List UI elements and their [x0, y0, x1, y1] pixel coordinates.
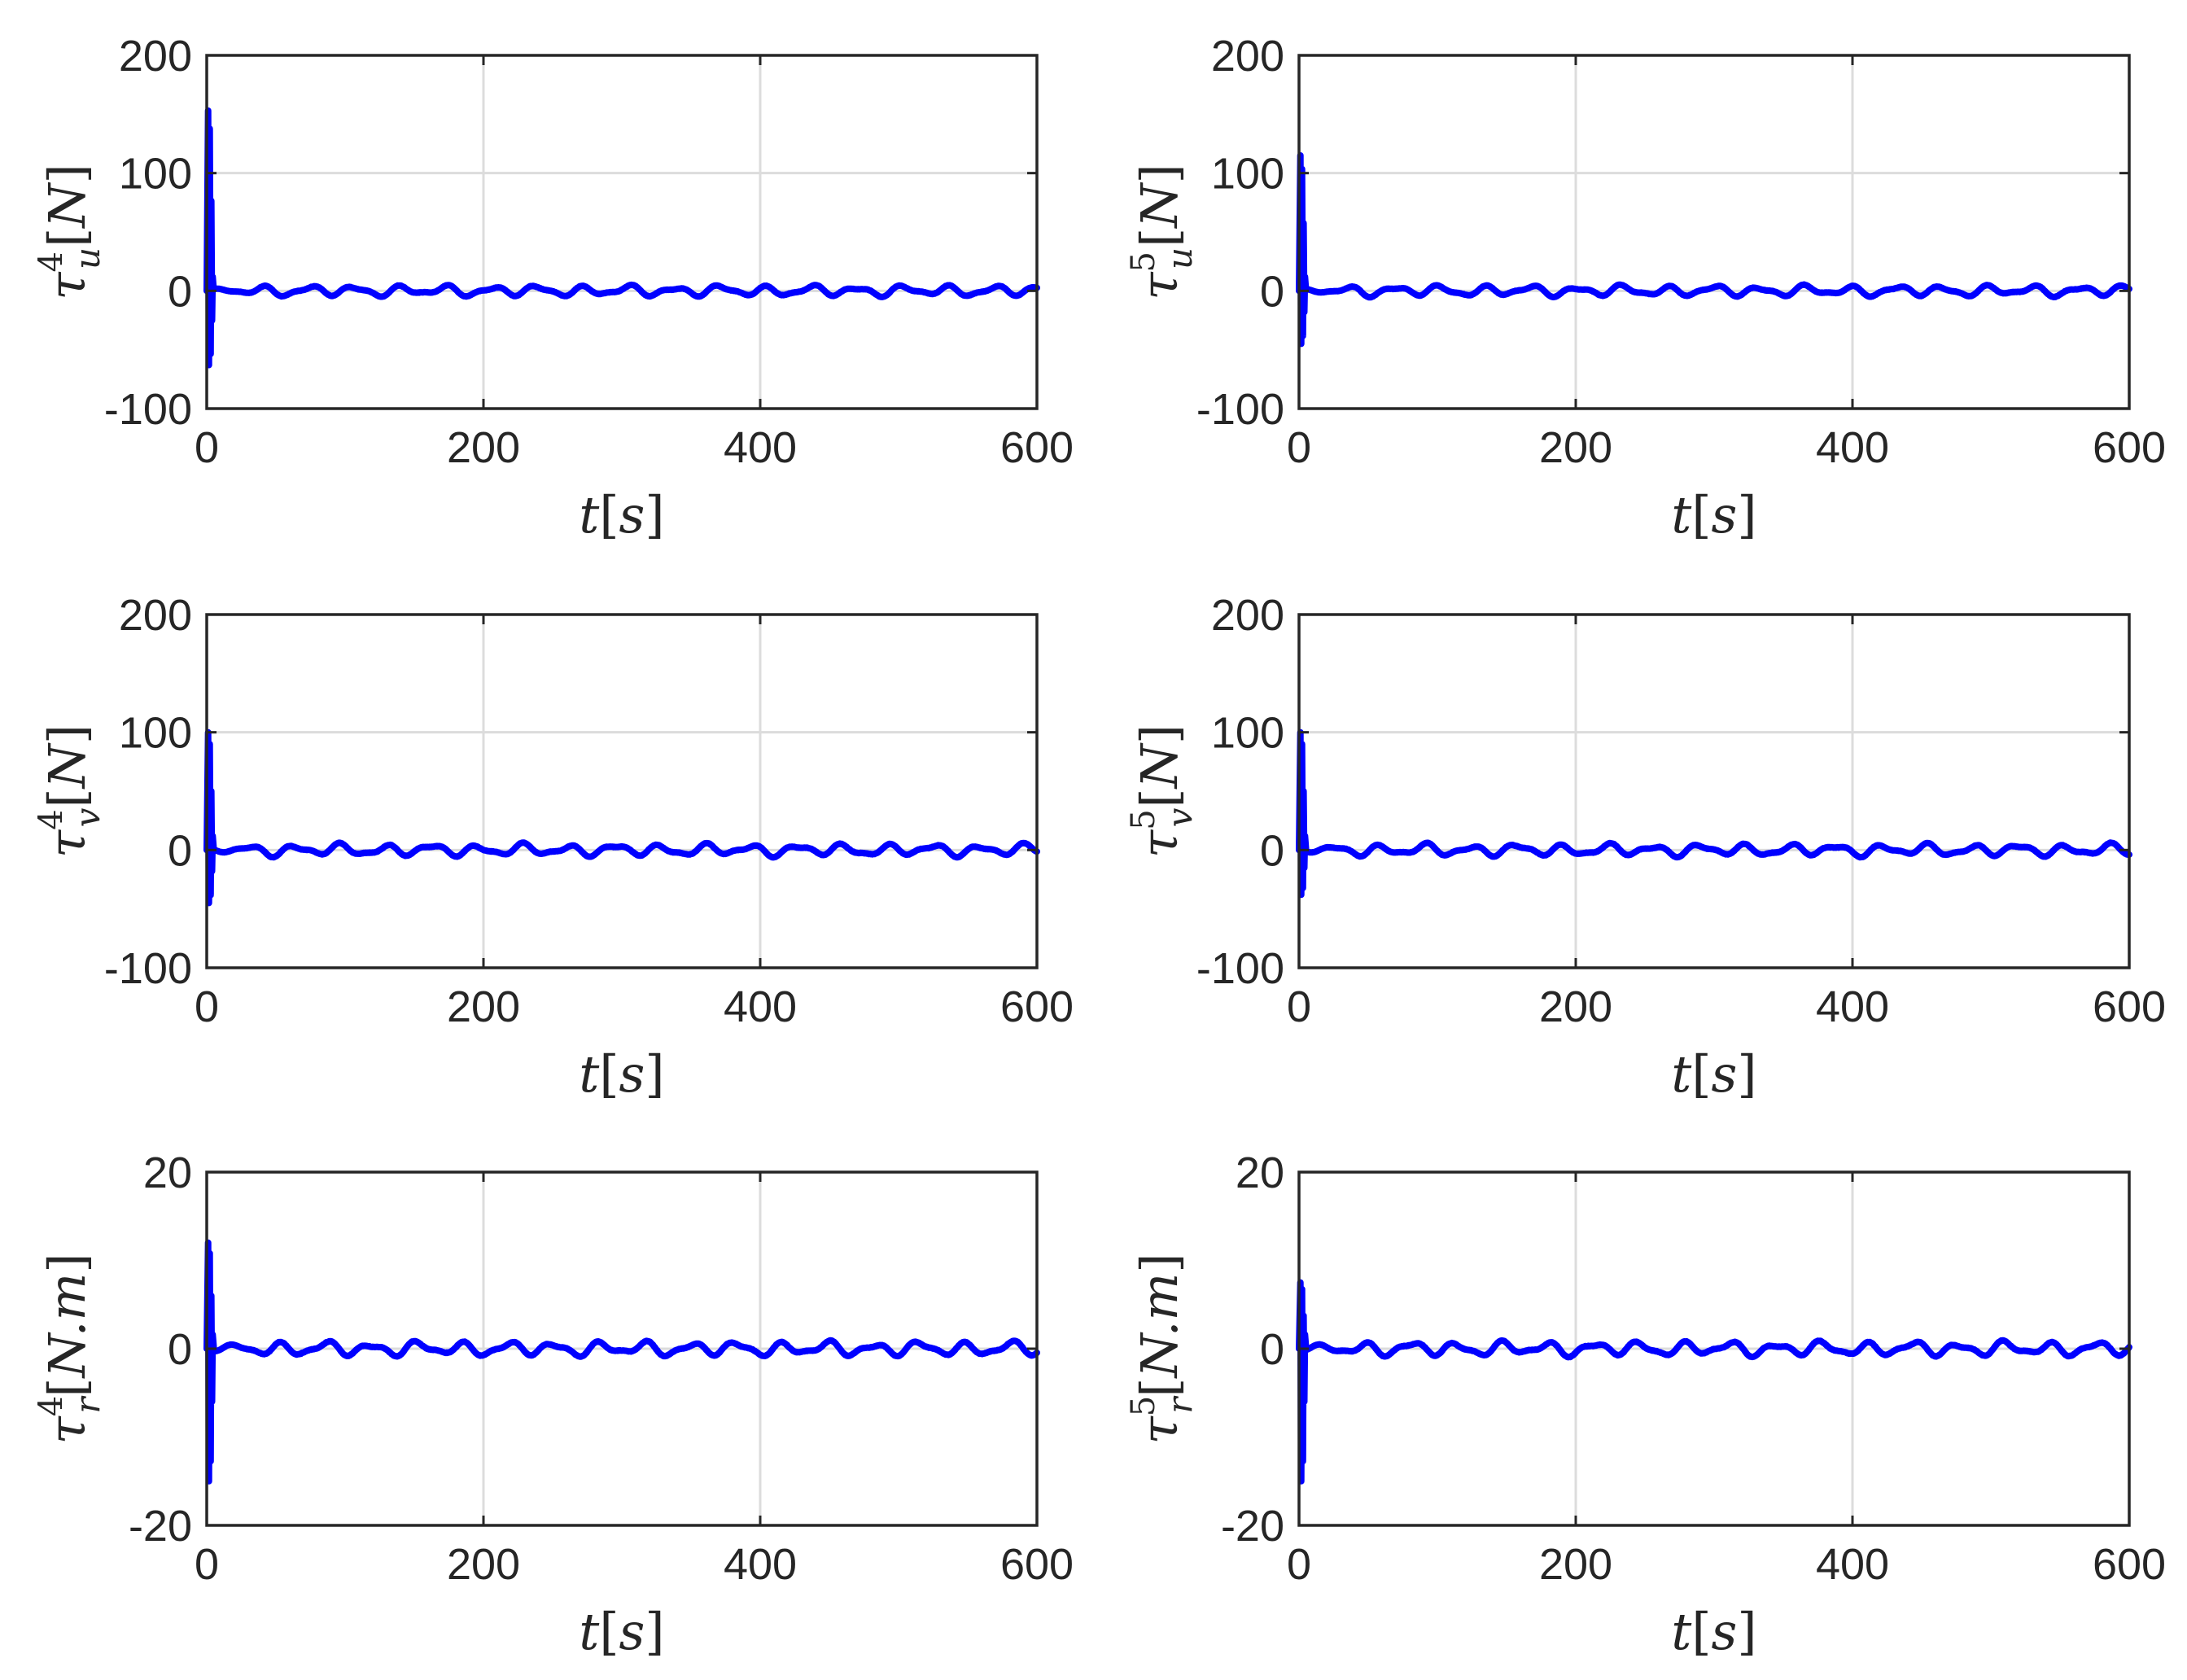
x-tick-label: 0	[1287, 423, 1311, 472]
y-axis-label: τ4r[N.m]	[33, 1253, 107, 1444]
x-tick-label: 400	[724, 982, 797, 1031]
y-tick-label: 200	[1211, 32, 1284, 81]
x-tick-label: 200	[1539, 1540, 1612, 1589]
x-axis-label: t[s]	[579, 1602, 664, 1661]
x-tick-label: 0	[195, 423, 219, 472]
y-tick-label: 0	[168, 267, 192, 316]
y-tick-label: 0	[168, 1325, 192, 1374]
x-tick-label: 200	[447, 1540, 520, 1589]
y-tick-label: 100	[1211, 709, 1284, 758]
x-tick-label: 200	[1539, 982, 1612, 1031]
plot-area	[1299, 615, 2129, 968]
axes-frame	[205, 613, 1039, 969]
y-axis-label: τ4v[N]	[33, 724, 107, 858]
series-line	[203, 728, 1040, 907]
x-axis-label: t[s]	[1671, 1602, 1756, 1661]
y-tick-label: 0	[168, 826, 192, 875]
y-tick-label: 200	[119, 32, 192, 81]
x-tick-label: 400	[1816, 1540, 1889, 1589]
series-line	[203, 1239, 1040, 1485]
x-tick-label: 400	[724, 1540, 797, 1589]
x-tick-label: 600	[1000, 982, 1074, 1031]
y-tick-label: 100	[119, 709, 192, 758]
series-line	[1296, 152, 2132, 348]
plot-area	[207, 55, 1037, 409]
y-tick-label: 0	[1260, 826, 1284, 875]
y-tick-label: -20	[129, 1502, 192, 1551]
x-axis-label: t[s]	[579, 485, 664, 545]
axes-frame	[1297, 54, 2131, 410]
plot-area	[207, 615, 1037, 968]
y-tick-label: 20	[1236, 1148, 1284, 1197]
plot-area	[1299, 55, 2129, 409]
y-tick-label: 100	[1211, 150, 1284, 199]
series-line	[1296, 728, 2132, 899]
y-axis-label: τ5v[N]	[1125, 724, 1200, 858]
y-tick-label: -100	[1196, 944, 1284, 993]
x-tick-label: 0	[195, 1540, 219, 1589]
x-tick-label: 0	[1287, 1540, 1311, 1589]
x-tick-label: 0	[195, 982, 219, 1031]
y-tick-label: 200	[119, 591, 192, 640]
x-axis-label: t[s]	[1671, 1044, 1756, 1104]
y-tick-label: 100	[119, 150, 192, 199]
x-tick-label: 600	[2093, 423, 2166, 472]
x-tick-label: 400	[1816, 982, 1889, 1031]
series-line	[1296, 1279, 2132, 1485]
y-axis-label: τ5r[N.m]	[1125, 1253, 1200, 1444]
axes-frame	[205, 54, 1039, 410]
x-tick-label: 600	[1000, 1540, 1074, 1589]
x-tick-label: 400	[724, 423, 797, 472]
y-tick-label: -100	[104, 944, 192, 993]
series-line	[203, 107, 1040, 369]
y-tick-label: -20	[1221, 1502, 1284, 1551]
x-tick-label: 200	[447, 423, 520, 472]
y-tick-label: 200	[1211, 591, 1284, 640]
x-tick-label: 600	[1000, 423, 1074, 472]
y-axis-label: τ5u[N]	[1125, 164, 1200, 300]
y-tick-label: 0	[1260, 267, 1284, 316]
y-axis-label: τ4u[N]	[33, 164, 107, 300]
x-axis-label: t[s]	[579, 1044, 664, 1104]
x-tick-label: 400	[1816, 423, 1889, 472]
x-tick-label: 600	[2093, 1540, 2166, 1589]
axes-frame	[1297, 613, 2131, 969]
x-tick-label: 200	[447, 982, 520, 1031]
x-tick-label: 0	[1287, 982, 1311, 1031]
x-tick-label: 200	[1539, 423, 1612, 472]
y-tick-label: 20	[143, 1148, 192, 1197]
y-tick-label: 0	[1260, 1325, 1284, 1374]
x-axis-label: t[s]	[1671, 485, 1756, 545]
y-tick-label: -100	[104, 385, 192, 434]
y-tick-label: -100	[1196, 385, 1284, 434]
x-tick-label: 600	[2093, 982, 2166, 1031]
